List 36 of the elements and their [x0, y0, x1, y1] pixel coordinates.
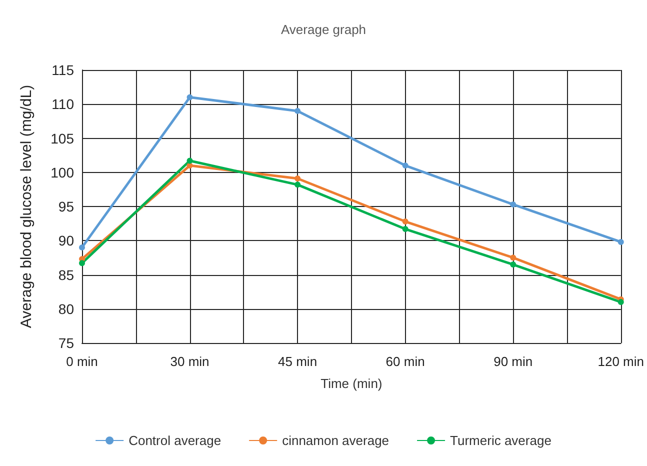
y-tick-label: 100 — [50, 164, 74, 180]
legend-label: Control average — [128, 433, 222, 448]
point — [294, 108, 301, 114]
point — [79, 244, 85, 250]
point — [294, 176, 301, 182]
point — [294, 182, 301, 188]
point — [402, 162, 408, 169]
point — [79, 260, 85, 266]
point — [618, 299, 624, 306]
y-tick-label: 80 — [58, 300, 74, 317]
x-tick-label: 90 min — [494, 354, 533, 369]
chart-title: Average graph — [280, 22, 366, 37]
y-axis-title: Average blood glucose level (mg/dL) — [18, 84, 35, 328]
point — [510, 254, 516, 261]
y-tick-label: 110 — [52, 96, 74, 112]
point — [402, 226, 408, 232]
y-tick-label: 90 — [58, 232, 74, 249]
x-axis-title: Time (min) — [320, 376, 382, 391]
point — [402, 218, 408, 225]
x-tick-label: 0 min — [66, 354, 98, 369]
point — [618, 238, 624, 245]
x-tick-label: 45 min — [278, 354, 318, 369]
point — [186, 158, 193, 164]
x-tick-label: 60 min — [386, 354, 425, 369]
point — [186, 94, 193, 100]
y-tick-label: 105 — [50, 130, 74, 146]
y-tick-label: 95 — [58, 198, 74, 214]
y-tick-label: 115 — [52, 62, 74, 78]
y-tick-label: 75 — [58, 335, 74, 351]
legend-label: cinnamon average — [282, 433, 390, 448]
x-tick-label: 120 min — [598, 354, 644, 369]
legend-label: Turmeric average — [450, 433, 552, 448]
x-tick-label: 30 min — [170, 354, 210, 369]
y-tick-label: 85 — [58, 266, 74, 283]
point — [510, 262, 516, 268]
point — [510, 201, 516, 208]
